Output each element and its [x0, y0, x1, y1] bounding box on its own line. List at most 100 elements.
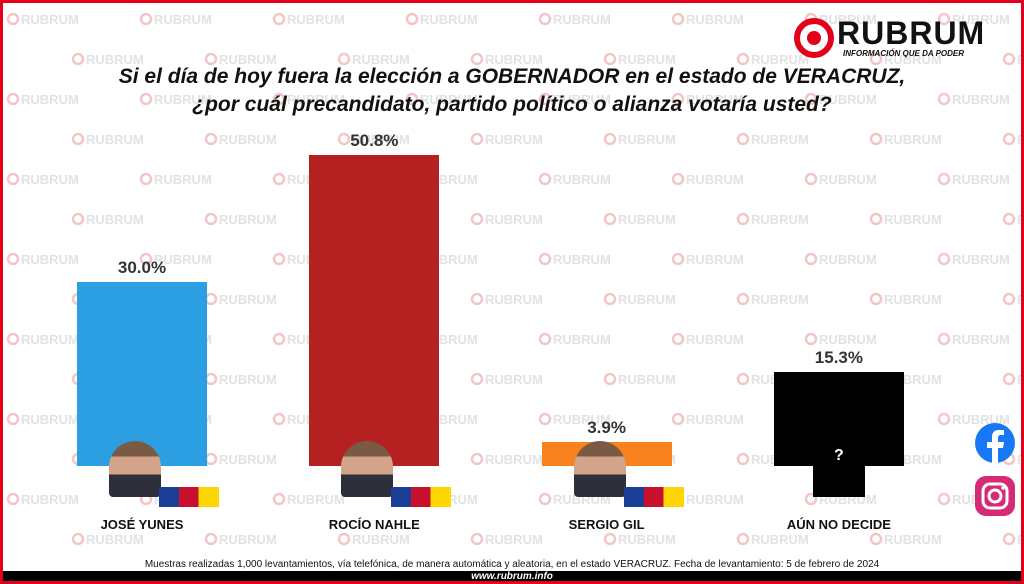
watermark-icon	[538, 252, 552, 266]
watermark: RUBRUM	[553, 172, 611, 187]
watermark-icon	[6, 92, 20, 106]
watermark-icon	[6, 492, 20, 506]
watermark-icon	[671, 252, 685, 266]
watermark: RUBRUM	[819, 92, 877, 107]
watermark-icon	[1002, 292, 1016, 306]
watermark-icon	[272, 412, 286, 426]
watermark-icon	[204, 132, 218, 146]
watermark-icon	[204, 212, 218, 226]
watermark: RUBRUM	[219, 132, 277, 147]
watermark: RUBRUM	[553, 92, 611, 107]
watermark: RUBRUM	[618, 372, 676, 387]
watermark-icon	[470, 52, 484, 66]
watermark-icon	[538, 12, 552, 26]
watermark-icon	[736, 292, 750, 306]
watermark: RUBRUM	[686, 332, 744, 347]
value-label: 50.8%	[350, 131, 399, 150]
watermark-icon	[405, 92, 419, 106]
watermark: RUBRUM	[618, 132, 676, 147]
watermark: RUBRUM	[819, 332, 877, 347]
party-logos	[391, 487, 452, 507]
watermark-icon	[1002, 372, 1016, 386]
watermark: RUBRUM	[1017, 372, 1021, 387]
watermark: RUBRUM	[686, 172, 744, 187]
watermark: RUBRUM	[686, 492, 744, 507]
watermark: RUBRUM	[219, 452, 277, 467]
watermark-icon	[671, 332, 685, 346]
watermark: RUBRUM	[21, 332, 79, 347]
watermark: RUBRUM	[553, 332, 611, 347]
watermark: RUBRUM	[352, 532, 410, 547]
watermark: RUBRUM	[154, 92, 212, 107]
watermark: RUBRUM	[420, 92, 478, 107]
value-label: 30.0%	[117, 258, 167, 278]
watermark-icon	[736, 372, 750, 386]
watermark-icon	[204, 52, 218, 66]
watermark: RUBRUM	[287, 92, 345, 107]
watermark-icon	[804, 252, 818, 266]
category-label: JOSÉ YUNES	[100, 517, 184, 532]
watermark: RUBRUM	[751, 132, 809, 147]
watermark-icon	[470, 292, 484, 306]
watermark-icon	[204, 372, 218, 386]
watermark: RUBRUM	[884, 292, 942, 307]
watermark-icon	[603, 292, 617, 306]
watermark-icon	[736, 52, 750, 66]
watermark-icon	[603, 372, 617, 386]
watermark: RUBRUM	[154, 12, 212, 27]
watermark: RUBRUM	[420, 12, 478, 27]
brand-tagline: INFORMACIÓN QUE DA PODER	[843, 49, 965, 58]
watermark-icon	[869, 132, 883, 146]
watermark-icon	[538, 492, 552, 506]
watermark-icon	[671, 412, 685, 426]
watermark: RUBRUM	[21, 172, 79, 187]
watermark-icon	[337, 132, 351, 146]
watermark-icon	[804, 172, 818, 186]
watermark-icon	[671, 92, 685, 106]
watermark-icon	[272, 172, 286, 186]
watermark-icon	[337, 532, 351, 546]
watermark: RUBRUM	[21, 92, 79, 107]
watermark-icon	[1002, 532, 1016, 546]
watermark-icon	[272, 12, 286, 26]
candidate-photo	[573, 441, 626, 497]
watermark: RUBRUM	[287, 12, 345, 27]
watermark: RUBRUM	[1017, 452, 1021, 467]
category-label: AÚN NO DECIDE	[786, 517, 891, 532]
watermark: RUBRUM	[485, 212, 543, 227]
watermark-icon	[71, 532, 85, 546]
watermark: RUBRUM	[686, 92, 744, 107]
watermark-icon	[337, 52, 351, 66]
watermark-icon	[272, 332, 286, 346]
watermark: RUBRUM	[1017, 532, 1021, 547]
watermark: RUBRUM	[352, 132, 410, 147]
category-label: ROCÍO NAHLE	[328, 517, 420, 532]
party-logos	[159, 487, 219, 507]
watermark-icon	[6, 332, 20, 346]
watermark-icon	[71, 212, 85, 226]
watermark: RUBRUM	[219, 212, 277, 227]
unknown-icon: ?	[834, 447, 844, 464]
watermark: RUBRUM	[1017, 212, 1021, 227]
watermark: RUBRUM	[751, 52, 809, 67]
watermark: RUBRUM	[219, 52, 277, 67]
watermark: RUBRUM	[485, 372, 543, 387]
watermark: RUBRUM	[352, 52, 410, 67]
logo-icon	[794, 18, 834, 58]
watermark-icon	[603, 532, 617, 546]
watermark: RUBRUM	[287, 492, 345, 507]
watermark-icon	[937, 332, 951, 346]
watermark-icon	[6, 172, 20, 186]
watermark: RUBRUM	[485, 452, 543, 467]
social-icons	[975, 423, 1015, 516]
watermark-icon	[804, 492, 818, 506]
watermark-icon	[6, 12, 20, 26]
party-logos	[623, 487, 684, 507]
watermark: RUBRUM	[21, 12, 79, 27]
watermark: RUBRUM	[86, 532, 144, 547]
watermark: RUBRUM	[686, 252, 744, 267]
watermark: RUBRUM	[86, 212, 144, 227]
watermark: RUBRUM	[154, 172, 212, 187]
watermark-icon	[139, 92, 153, 106]
